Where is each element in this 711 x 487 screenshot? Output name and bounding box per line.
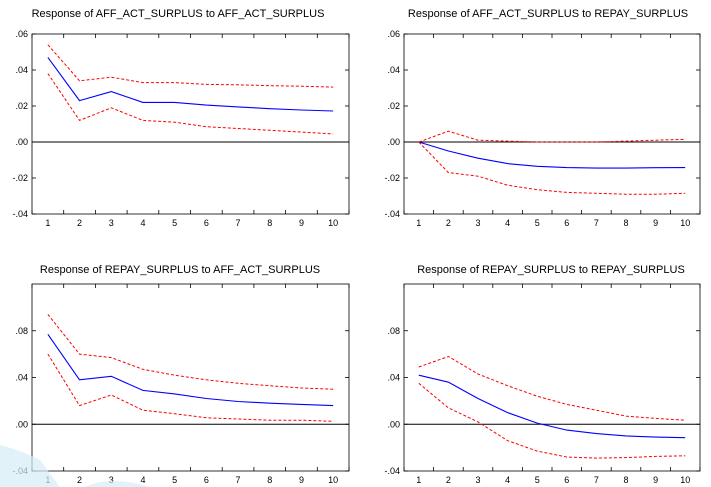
lower-line: [47, 73, 334, 135]
response-line: [47, 57, 334, 112]
panel-title: Response of REPAY_SURPLUS to AFF_ACT_SUR…: [40, 264, 320, 276]
x-tick-label: 4: [505, 475, 510, 485]
lower-line: [47, 353, 334, 422]
x-tick-label: 5: [535, 218, 540, 228]
response-line: [418, 374, 686, 439]
panel-3: Response of REPAY_SURPLUS to AFF_ACT_SUR…: [12, 264, 350, 485]
y-tick-label: .04: [387, 65, 400, 75]
x-tick-label: 4: [140, 475, 145, 485]
x-tick-label: 7: [236, 218, 241, 228]
y-tick-label: .00: [387, 419, 400, 429]
x-tick-label: 4: [140, 218, 145, 228]
x-tick-label: 7: [594, 475, 599, 485]
upper-line: [418, 130, 686, 143]
y-tick-label: -.02: [12, 173, 28, 183]
x-tick-label: 10: [328, 218, 338, 228]
x-tick-label: 6: [564, 218, 569, 228]
y-tick-label: .04: [387, 373, 400, 383]
x-tick-label: 7: [236, 475, 241, 485]
x-tick-label: 2: [446, 475, 451, 485]
plot-frame: [403, 33, 701, 215]
panel-1: Response of AFF_ACT_SURPLUS to AFF_ACT_S…: [12, 8, 350, 228]
response-line: [418, 141, 686, 169]
x-tick-label: 6: [204, 475, 209, 485]
panel-title: Response of AFF_ACT_SURPLUS to REPAY_SUR…: [408, 8, 688, 20]
y-tick-label: .04: [15, 65, 28, 75]
x-tick-label: 3: [109, 218, 114, 228]
y-tick-label: .00: [15, 419, 28, 429]
response-line: [47, 333, 334, 407]
x-tick-label: 10: [680, 475, 690, 485]
y-tick-label: .02: [387, 101, 400, 111]
x-tick-label: 8: [267, 218, 272, 228]
x-tick-label: 3: [475, 218, 480, 228]
y-tick-label: -.02: [384, 173, 400, 183]
x-tick-label: 7: [594, 218, 599, 228]
x-tick-label: 8: [623, 218, 628, 228]
y-tick-label: .08: [387, 326, 400, 336]
x-tick-label: 5: [172, 218, 177, 228]
upper-line: [47, 44, 334, 88]
y-tick-label: .00: [387, 137, 400, 147]
y-tick-label: .06: [387, 29, 400, 39]
y-tick-label: .00: [15, 137, 28, 147]
x-tick-label: 3: [109, 475, 114, 485]
y-tick-label: .08: [15, 326, 28, 336]
x-tick-label: 10: [680, 218, 690, 228]
y-tick-label: .06: [15, 29, 28, 39]
x-tick-label: 10: [328, 475, 338, 485]
x-tick-label: 9: [653, 475, 658, 485]
y-tick-label: .02: [15, 101, 28, 111]
x-tick-label: 5: [535, 475, 540, 485]
upper-line: [47, 314, 334, 390]
x-tick-label: 8: [267, 475, 272, 485]
x-tick-label: 3: [475, 475, 480, 485]
y-tick-label: -.04: [12, 209, 28, 219]
x-tick-label: 8: [623, 475, 628, 485]
x-tick-label: 1: [45, 475, 50, 485]
lower-line: [418, 382, 686, 459]
x-tick-label: 9: [299, 218, 304, 228]
x-tick-label: 9: [299, 475, 304, 485]
x-tick-label: 6: [564, 475, 569, 485]
plot-frame: [403, 283, 701, 472]
x-tick-label: 9: [653, 218, 658, 228]
x-tick-label: 2: [77, 218, 82, 228]
plot-frame: [31, 283, 350, 472]
x-tick-label: 1: [416, 218, 421, 228]
panel-2: Response of AFF_ACT_SURPLUS to REPAY_SUR…: [384, 8, 701, 228]
x-tick-label: 6: [204, 218, 209, 228]
y-tick-label: -.04: [384, 466, 400, 476]
x-tick-label: 1: [45, 218, 50, 228]
panel-4: Response of REPAY_SURPLUS to REPAY_SURPL…: [384, 264, 701, 485]
x-tick-label: 4: [505, 218, 510, 228]
panel-title: Response of AFF_ACT_SURPLUS to AFF_ACT_S…: [32, 8, 325, 20]
x-tick-label: 5: [172, 475, 177, 485]
panel-title: Response of REPAY_SURPLUS to REPAY_SURPL…: [417, 264, 685, 276]
x-tick-label: 1: [416, 475, 421, 485]
lower-line: [418, 141, 686, 195]
x-tick-label: 2: [446, 218, 451, 228]
x-tick-label: 2: [77, 475, 82, 485]
y-tick-label: -.04: [12, 466, 28, 476]
y-tick-label: .04: [15, 373, 28, 383]
y-tick-label: -.04: [384, 209, 400, 219]
